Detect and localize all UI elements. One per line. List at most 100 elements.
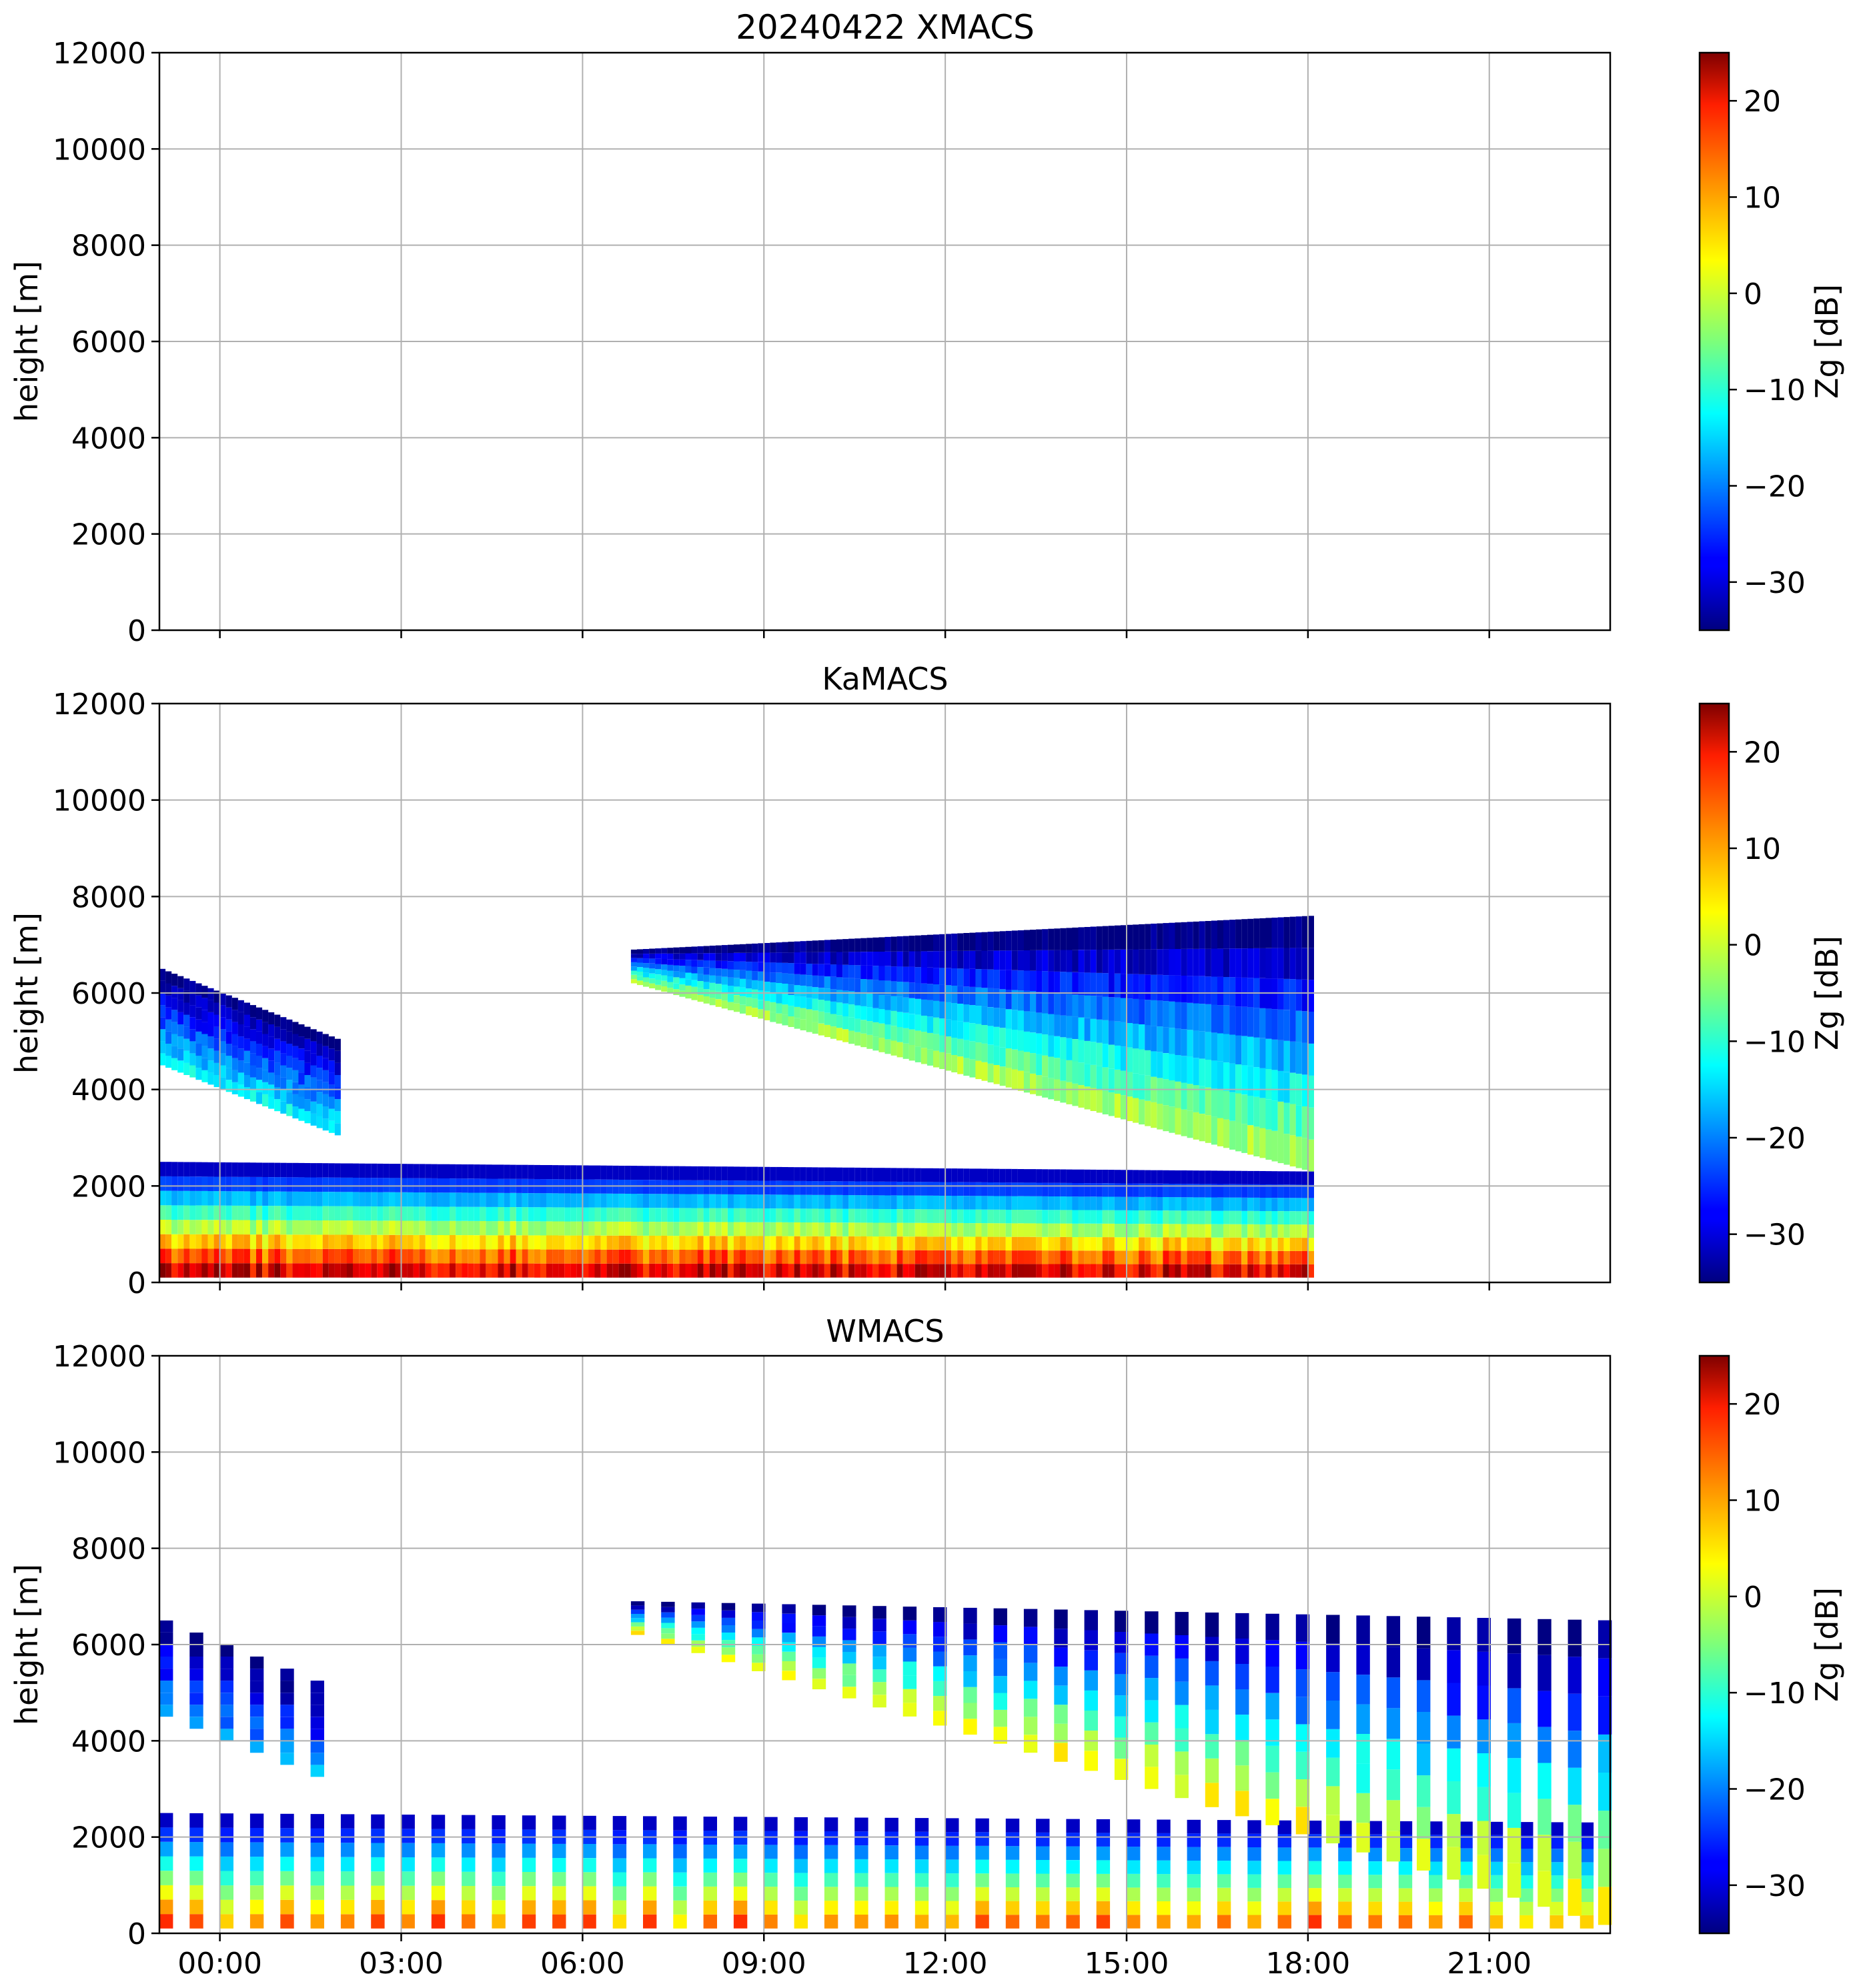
heatmap-cell (310, 1077, 317, 1090)
heatmap-cell (926, 934, 933, 952)
heatmap-cell (1011, 1030, 1018, 1050)
heatmap-cell (812, 1022, 818, 1034)
heatmap-cell (213, 1062, 220, 1075)
heatmap-cell (697, 988, 704, 995)
heatmap-cell (752, 1208, 758, 1222)
heatmap-cell (836, 1250, 843, 1264)
heatmap-cell (1229, 1250, 1236, 1264)
heatmap-cell (195, 1234, 202, 1249)
heatmap-cell (1265, 1640, 1279, 1667)
heatmap-cell (231, 1010, 238, 1022)
heatmap-cell (383, 1263, 390, 1278)
heatmap-cell (274, 1014, 281, 1027)
heatmap-cell (685, 1222, 692, 1236)
heatmap-cell (848, 1167, 855, 1182)
heatmap-cell (558, 1221, 565, 1236)
heatmap-cell (661, 959, 668, 965)
heatmap-cell (207, 1248, 214, 1264)
heatmap-cell (1550, 1901, 1564, 1915)
heatmap-cell (987, 1223, 994, 1237)
heatmap-cell (1066, 1833, 1080, 1847)
heatmap-cell (764, 1873, 778, 1887)
heatmap-cell (673, 1194, 680, 1208)
heatmap-cell (848, 1195, 855, 1209)
heatmap-cell (334, 1087, 341, 1100)
heatmap-cell (1108, 1264, 1115, 1278)
heatmap-cell (1187, 1250, 1193, 1264)
heatmap-cell (383, 1220, 390, 1235)
heatmap-cell (685, 1263, 692, 1278)
heatmap-cell (752, 1236, 758, 1250)
heatmap-cell (401, 1192, 408, 1207)
heatmap-cell (812, 1181, 818, 1195)
heatmap-cell (1247, 1901, 1261, 1915)
heatmap-cell (630, 1235, 637, 1250)
heatmap-cell (788, 974, 794, 985)
heatmap-cell (764, 981, 770, 992)
heatmap-cell (920, 1195, 927, 1210)
heatmap-cell (1507, 1653, 1521, 1689)
heatmap-cell (606, 1207, 613, 1222)
heatmap-cell (764, 1208, 770, 1222)
heatmap-cell (1253, 1224, 1260, 1238)
heatmap-cell (1127, 1860, 1141, 1874)
heatmap-cell (1042, 1169, 1049, 1183)
heatmap-cell (165, 1044, 172, 1056)
heatmap-cell (1030, 1032, 1037, 1054)
heatmap-cell (764, 1194, 770, 1208)
heatmap-cell (1265, 1799, 1279, 1825)
heatmap-cell (630, 949, 637, 954)
heatmap-cell (963, 1168, 970, 1182)
heatmap-cell (450, 1263, 456, 1278)
heatmap-cell (721, 1194, 728, 1208)
heatmap-cell (951, 1264, 958, 1278)
heatmap-cell (1114, 1264, 1121, 1278)
heatmap-cell (1253, 1210, 1260, 1224)
heatmap-cell (1181, 1197, 1187, 1211)
heatmap-cell (630, 1208, 637, 1222)
heatmap-cell (1127, 1224, 1133, 1238)
heatmap-cell (219, 1005, 226, 1018)
heatmap-cell (679, 972, 686, 978)
heatmap-cell (854, 1250, 861, 1264)
heatmap-cell (1507, 1688, 1521, 1723)
heatmap-cell (600, 1249, 607, 1264)
heatmap-cell (884, 995, 891, 1010)
heatmap-cell (1295, 1724, 1310, 1752)
heatmap-cell (920, 1016, 927, 1032)
heatmap-cell (1102, 1264, 1109, 1278)
heatmap-cell (975, 1264, 982, 1278)
heatmap-cell (1066, 1082, 1073, 1104)
heatmap-cell (1066, 1250, 1073, 1264)
heatmap-cell (764, 1845, 778, 1859)
heatmap-cell (1277, 1198, 1284, 1211)
heatmap-cell (219, 1205, 226, 1220)
heatmap-cell (679, 990, 686, 997)
heatmap-cell (1102, 1237, 1109, 1251)
heatmap-cell (443, 1220, 450, 1236)
heatmap-cell (256, 1068, 263, 1080)
heatmap-cell (1537, 1799, 1552, 1835)
heatmap-cell (159, 1669, 173, 1681)
heatmap-cell (1096, 1019, 1103, 1043)
heatmap-cell (1187, 1860, 1201, 1875)
heatmap-cell (624, 1263, 631, 1278)
heatmap-cell (697, 981, 704, 988)
heatmap-cell (159, 993, 166, 1006)
heatmap-cell (353, 1178, 360, 1192)
heatmap-cell (1229, 977, 1236, 1006)
heatmap-cell (498, 1164, 504, 1179)
heatmap-cell (582, 1914, 596, 1929)
heatmap-cell (606, 1221, 613, 1236)
heatmap-cell (957, 968, 964, 986)
heatmap-cell (262, 1022, 269, 1034)
heatmap-cell (618, 1249, 625, 1264)
heatmap-cell (1163, 1079, 1169, 1106)
heatmap-cell (1102, 996, 1109, 1020)
heatmap-cell (800, 963, 806, 975)
heatmap-cell (1398, 1915, 1413, 1929)
heatmap-cell (764, 1222, 770, 1236)
heatmap-cell (231, 1205, 238, 1220)
heatmap-cell (600, 1221, 607, 1236)
